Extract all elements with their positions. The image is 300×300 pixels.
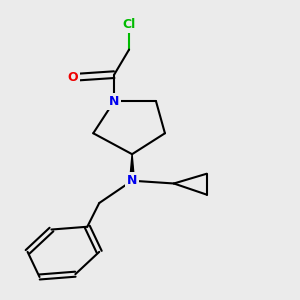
Text: Cl: Cl bbox=[122, 18, 136, 31]
Text: O: O bbox=[67, 71, 78, 84]
Text: N: N bbox=[127, 174, 137, 187]
Polygon shape bbox=[130, 154, 134, 181]
Text: N: N bbox=[109, 95, 119, 108]
